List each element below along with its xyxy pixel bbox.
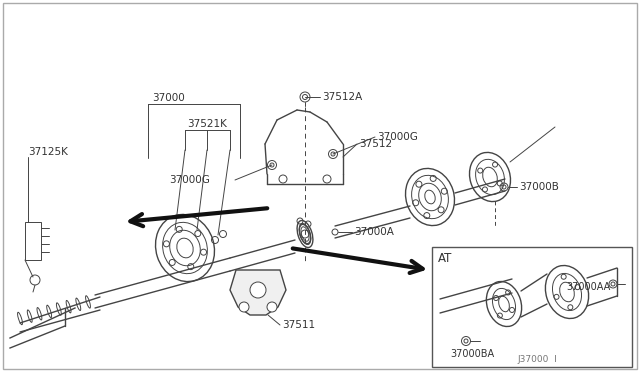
Text: AT: AT: [438, 251, 452, 264]
Circle shape: [267, 302, 277, 312]
Text: 37521K: 37521K: [187, 119, 227, 129]
Text: 37000AA: 37000AA: [566, 282, 611, 292]
Text: 37000A: 37000A: [354, 227, 394, 237]
Text: 37000B: 37000B: [519, 182, 559, 192]
Polygon shape: [230, 270, 286, 315]
Text: 37512: 37512: [359, 139, 392, 149]
Text: J37000  I: J37000 I: [517, 356, 557, 365]
Bar: [432, 247, 632, 367]
Text: 37511: 37511: [282, 320, 315, 330]
Text: 37000G: 37000G: [377, 132, 418, 142]
Text: 37512A: 37512A: [322, 92, 362, 102]
Text: 37125K: 37125K: [28, 147, 68, 157]
Text: 37000G: 37000G: [169, 175, 210, 185]
Circle shape: [250, 282, 266, 298]
Text: 37000BA: 37000BA: [450, 349, 494, 359]
Text: 37000: 37000: [152, 93, 185, 103]
Circle shape: [239, 302, 249, 312]
